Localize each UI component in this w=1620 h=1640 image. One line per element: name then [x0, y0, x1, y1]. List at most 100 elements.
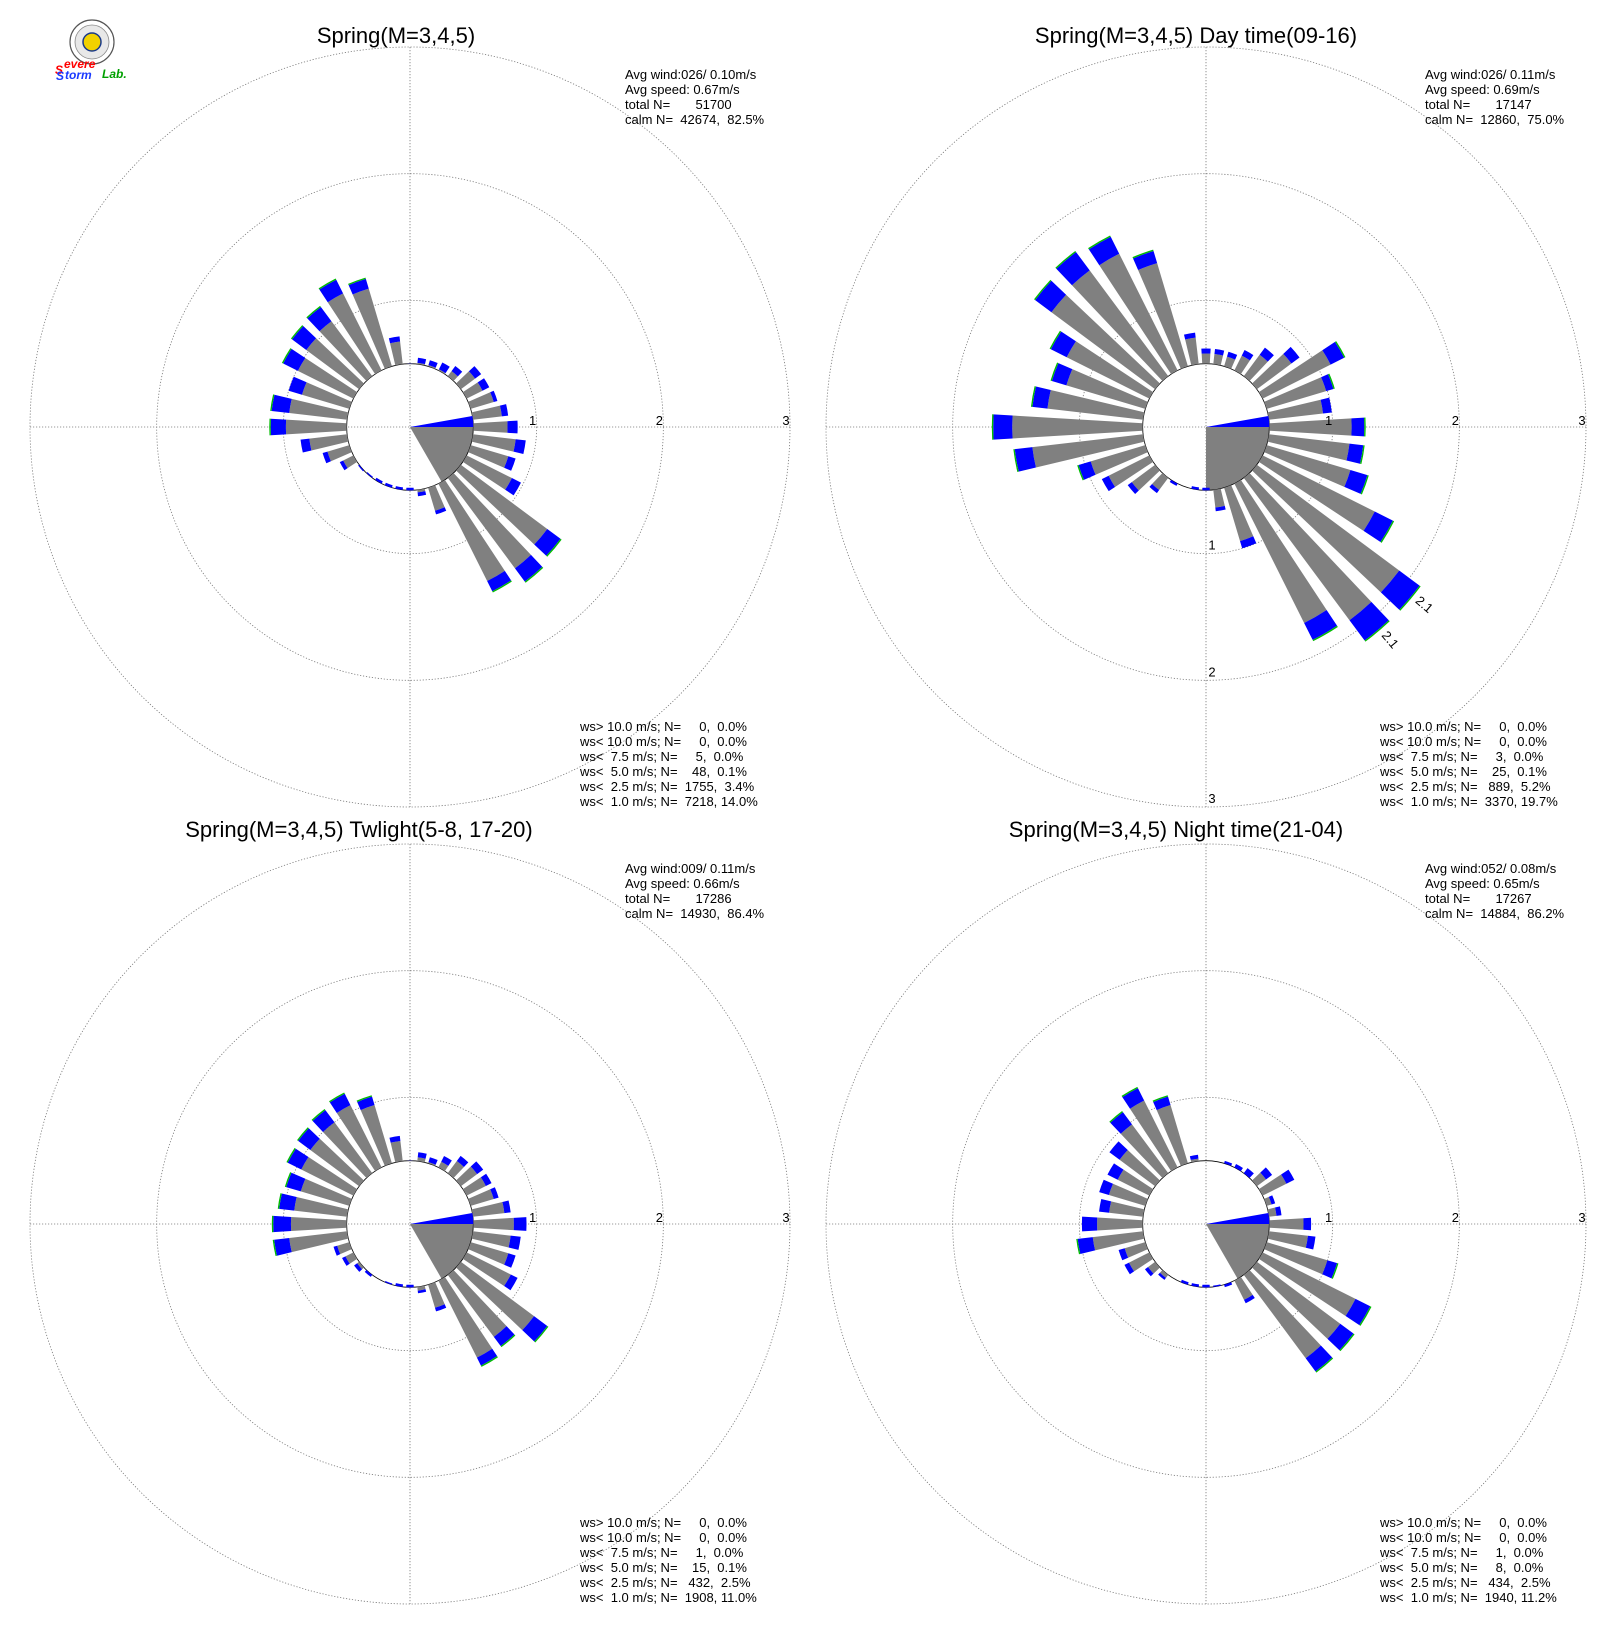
- wind-bar-green-280: [1030, 386, 1036, 407]
- wind-bar-blue-20: [428, 1157, 438, 1165]
- logo-letter-s2: S: [56, 69, 64, 83]
- wind-bar-green-130: [1399, 585, 1421, 611]
- stat-avg-speed: Avg speed: 0.66m/s: [625, 876, 740, 891]
- wind-bar-green-310: [1034, 279, 1052, 301]
- wind-bar-blue-190: [1191, 486, 1200, 490]
- wind-bar-blue-170: [417, 1289, 427, 1294]
- wind-bar-blue-20: [1224, 1160, 1233, 1166]
- wind-bar-blue-90: [507, 420, 518, 434]
- wind-bar-blue-80: [502, 1200, 511, 1214]
- wind-bar-calm-50: [1252, 353, 1292, 390]
- wind-bar-blue-40: [456, 1155, 469, 1167]
- wind-bar-green-340: [356, 1095, 372, 1102]
- legend-ws-lt-10: ws< 10.0 m/s; N= 0, 0.0%: [1379, 1530, 1547, 1545]
- mean-wind-arrow: [410, 416, 474, 427]
- wind-bar-blue-30: [438, 362, 450, 374]
- wind-bar-blue-250: [1078, 461, 1096, 480]
- stat-calm-n: calm N= 42674, 82.5%: [625, 112, 765, 127]
- wind-bar-calm-290: [301, 382, 352, 409]
- wind-bar-blue-220: [1158, 1272, 1166, 1280]
- wind-bar-blue-250: [322, 451, 331, 464]
- wind-bar-blue-40: [1259, 347, 1274, 362]
- wind-bar-blue-90: [513, 1217, 527, 1231]
- wind-bar-blue-180: [406, 1284, 414, 1288]
- wind-bar-blue-180: [406, 487, 414, 491]
- wind-bar-calm-40: [1243, 354, 1268, 381]
- wind-bar-calm-30: [1234, 355, 1250, 375]
- wind-bar-calm-270: [1097, 1217, 1143, 1231]
- mean-wind-arrow: [1206, 1213, 1270, 1224]
- wind-bar-green-140: [500, 1334, 516, 1348]
- wind-bar-green-330: [318, 278, 337, 290]
- wind-bar-blue-130: [534, 528, 561, 556]
- wind-bar-blue-0: [1201, 348, 1211, 354]
- wind-bar-blue-230: [1127, 482, 1139, 495]
- wind-bar-green-290: [284, 1172, 292, 1188]
- ring-label-south-2: 2: [1208, 664, 1215, 679]
- stat-avg-wind: Avg wind:026/ 0.10m/s: [625, 67, 757, 82]
- legend-ws-gt-10: ws> 10.0 m/s; N= 0, 0.0%: [579, 1515, 747, 1530]
- wind-bar-calm-280: [1047, 390, 1145, 420]
- wind-bar-calm-90: [1269, 418, 1352, 436]
- wind-rose-plot: 1 2 3: [29, 46, 791, 808]
- wind-bar-green-270: [269, 418, 271, 436]
- wind-bar-green-330: [1121, 1086, 1138, 1098]
- wind-bar-green-300: [286, 1147, 296, 1163]
- logo-word-severe: evere: [64, 57, 96, 71]
- ring-label-1: 1: [529, 413, 536, 428]
- wind-bar-green-330: [1088, 235, 1111, 250]
- wind-bar-blue-100: [1305, 1235, 1316, 1250]
- wind-bar-blue-60: [1281, 1169, 1295, 1184]
- wind-bar-calm-120: [1258, 455, 1375, 531]
- legend-ws-lt-5: ws< 5.0 m/s; N= 25, 0.1%: [1379, 764, 1547, 779]
- wind-bar-blue-170: [1213, 1284, 1221, 1287]
- stat-total-n: total N= 17267: [1425, 891, 1532, 906]
- outer-value-label: 2.1: [1413, 593, 1436, 616]
- wind-bar-blue-110: [504, 1253, 516, 1268]
- wind-bar-green-290: [1050, 362, 1059, 382]
- wind-bar-calm-340: [1138, 263, 1188, 369]
- wind-bar-green-270: [991, 414, 994, 440]
- wind-bar-blue-340: [357, 1096, 375, 1111]
- wind-bar-blue-330: [319, 279, 344, 303]
- wind-bar-blue-280: [279, 1193, 297, 1211]
- wind-bar-calm-20: [1224, 356, 1236, 369]
- wind-bar-blue-200: [384, 482, 393, 488]
- wind-bar-blue-300: [1050, 331, 1076, 358]
- wind-bar-calm-70: [468, 392, 494, 409]
- wind-bar-calm-300: [1066, 341, 1154, 399]
- wind-bar-blue-110: [1344, 470, 1368, 494]
- wind-bar-blue-70: [490, 1187, 499, 1200]
- wind-bar-green-340: [1152, 1095, 1168, 1102]
- wind-bar-blue-210: [375, 477, 383, 484]
- wind-bar-calm-310: [306, 338, 364, 390]
- wind-bar-blue-350: [1189, 1154, 1199, 1160]
- wind-bar-calm-60: [1258, 1174, 1287, 1196]
- wind-bar-calm-350: [1190, 1158, 1199, 1163]
- wind-bar-calm-110: [468, 445, 509, 468]
- wind-bar-calm-150: [438, 479, 505, 582]
- wind-bar-calm-160: [428, 485, 445, 511]
- wind-bar-blue-10: [417, 357, 427, 365]
- wind-bar-calm-10: [1213, 354, 1224, 366]
- wind-bar-blue-330: [329, 1093, 351, 1113]
- wind-bar-calm-240: [1108, 455, 1154, 487]
- wind-bar-green-140: [1315, 1357, 1334, 1373]
- legend-ws-lt-2-5: ws< 2.5 m/s; N= 889, 5.2%: [1379, 779, 1551, 794]
- wind-bar-blue-350: [1183, 332, 1196, 340]
- wind-bar-calm-110: [1264, 445, 1351, 487]
- wind-bar-green-140: [524, 566, 544, 583]
- wind-bar-blue-130: [1327, 1323, 1354, 1351]
- wind-bar-calm-230: [1148, 1261, 1160, 1274]
- wind-bar-blue-140: [1349, 601, 1389, 641]
- stat-calm-n: calm N= 14884, 86.2%: [1425, 906, 1565, 921]
- ring-label-3: 3: [782, 413, 789, 428]
- wind-bar-blue-240: [1101, 475, 1116, 492]
- wind-bar-calm-220: [1152, 473, 1169, 491]
- wind-bar-green-90: [1364, 417, 1366, 437]
- ring-label-3: 3: [782, 1210, 789, 1225]
- wind-bar-green-250: [1077, 465, 1084, 481]
- wind-bar-green-320: [1109, 1111, 1123, 1123]
- wind-rose-plot: 1 2 3 1 2 3 2.1 2.1: [825, 46, 1587, 808]
- wind-bar-calm-140: [1243, 473, 1372, 621]
